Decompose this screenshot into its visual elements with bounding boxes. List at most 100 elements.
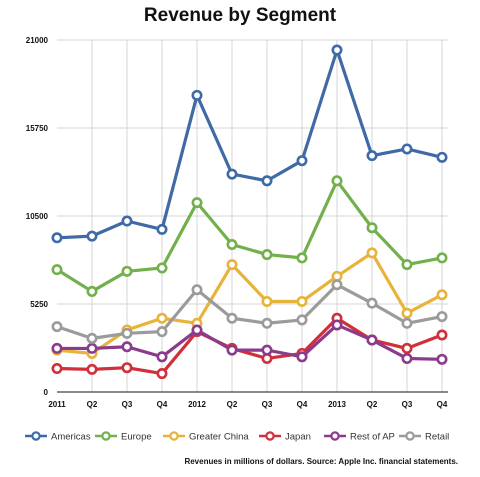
data-point-americas <box>261 175 273 187</box>
series-layer <box>51 44 448 380</box>
x-tick-label: Q4 <box>437 400 448 409</box>
legend-item-retail: Retail <box>399 431 449 443</box>
data-point-rest-of-ap <box>366 334 378 346</box>
legend-swatch-marker <box>405 431 415 441</box>
data-point-europe <box>331 175 343 187</box>
legend-swatch-marker <box>169 431 179 441</box>
data-point-europe <box>436 252 448 264</box>
data-point-retail <box>156 326 168 338</box>
data-point-europe <box>261 249 273 261</box>
legend-item-japan: Japan <box>259 431 311 443</box>
data-point-europe <box>121 265 133 277</box>
data-point-europe <box>51 264 63 276</box>
x-tick-label: 2011 <box>48 400 66 409</box>
legend-item-europe: Europe <box>95 431 152 443</box>
series-line-americas <box>56 48 443 240</box>
data-point-retail <box>191 284 203 296</box>
data-point-rest-of-ap <box>86 342 98 354</box>
data-point-rest-of-ap <box>261 344 273 356</box>
data-point-retail <box>436 311 448 323</box>
data-point-japan <box>121 362 133 374</box>
data-point-europe <box>226 238 238 250</box>
data-point-rest-of-ap <box>226 344 238 356</box>
legend-item-greater-china: Greater China <box>163 431 249 443</box>
data-point-americas <box>156 223 168 235</box>
x-tick-label: Q4 <box>157 400 168 409</box>
y-tick-label: 21000 <box>26 36 49 45</box>
legend-item-rest-of-ap: Rest of AP <box>324 431 395 443</box>
series-rest-of-ap <box>51 319 448 365</box>
legend-label: Retail <box>425 432 449 443</box>
y-tick-label: 15750 <box>26 124 49 133</box>
data-point-retail <box>226 312 238 324</box>
data-point-americas <box>401 143 413 155</box>
data-point-retail <box>366 297 378 309</box>
data-point-retail <box>86 332 98 344</box>
data-point-rest-of-ap <box>156 351 168 363</box>
data-point-europe <box>366 222 378 234</box>
data-point-rest-of-ap <box>436 353 448 365</box>
data-point-greater-china <box>261 295 273 307</box>
data-point-japan <box>436 329 448 341</box>
data-point-greater-china <box>401 307 413 319</box>
data-point-japan <box>51 363 63 375</box>
data-point-americas <box>436 151 448 163</box>
data-point-greater-china <box>226 259 238 271</box>
data-point-rest-of-ap <box>51 342 63 354</box>
data-point-americas <box>296 155 308 167</box>
x-tick-label: Q3 <box>402 400 413 409</box>
series-line-europe <box>56 179 443 294</box>
legend-label: Japan <box>285 432 311 443</box>
series-greater-china <box>51 247 448 359</box>
data-point-americas <box>226 168 238 180</box>
legend-swatch-marker <box>31 431 41 441</box>
x-tick-label: 2013 <box>328 400 346 409</box>
data-point-japan <box>86 363 98 375</box>
data-point-greater-china <box>296 295 308 307</box>
y-tick-label: 0 <box>44 388 49 397</box>
y-tick-label: 5250 <box>30 300 48 309</box>
data-point-greater-china <box>366 247 378 259</box>
axis-layer: 0 5250 10500 15750 21000 2011 Q2 Q3 Q4 2012 Q2 Q3 Q4… <box>26 36 448 409</box>
data-point-retail <box>401 317 413 329</box>
legend-swatch-marker <box>330 431 340 441</box>
x-tick-label: Q2 <box>87 400 98 409</box>
data-point-europe <box>191 197 203 209</box>
data-point-rest-of-ap <box>296 351 308 363</box>
series-europe <box>51 175 448 297</box>
x-tick-label: Q4 <box>297 400 308 409</box>
data-point-rest-of-ap <box>121 341 133 353</box>
x-tick-label: Q3 <box>262 400 273 409</box>
y-tick-label: 10500 <box>26 212 49 221</box>
data-point-americas <box>51 232 63 244</box>
data-point-americas <box>331 44 343 56</box>
legend-item-americas: Americas <box>25 431 91 443</box>
x-tick-label: Q2 <box>367 400 378 409</box>
data-point-retail <box>121 327 133 339</box>
data-point-japan <box>156 368 168 380</box>
data-point-greater-china <box>436 289 448 301</box>
data-point-retail <box>296 314 308 326</box>
data-point-retail <box>331 279 343 291</box>
data-point-greater-china <box>156 312 168 324</box>
data-point-americas <box>121 215 133 227</box>
data-point-americas <box>191 89 203 101</box>
series-line-greater-china <box>56 251 443 356</box>
legend-label: Rest of AP <box>350 432 395 443</box>
chart-title: Revenue by Segment <box>143 5 337 26</box>
data-point-americas <box>366 150 378 162</box>
data-point-japan <box>401 342 413 354</box>
series-americas <box>51 44 448 244</box>
legend-swatch-marker <box>101 431 111 441</box>
data-point-rest-of-ap <box>191 324 203 336</box>
series-retail <box>51 279 448 344</box>
data-point-europe <box>156 262 168 274</box>
x-tick-label: Q3 <box>122 400 133 409</box>
data-point-rest-of-ap <box>401 352 413 364</box>
legend-label: Americas <box>51 432 91 443</box>
source-note: Revenues in millions of dollars. Source:… <box>184 457 458 466</box>
legend-label: Europe <box>121 432 152 443</box>
x-tick-label: Q2 <box>227 400 238 409</box>
data-point-retail <box>51 321 63 333</box>
